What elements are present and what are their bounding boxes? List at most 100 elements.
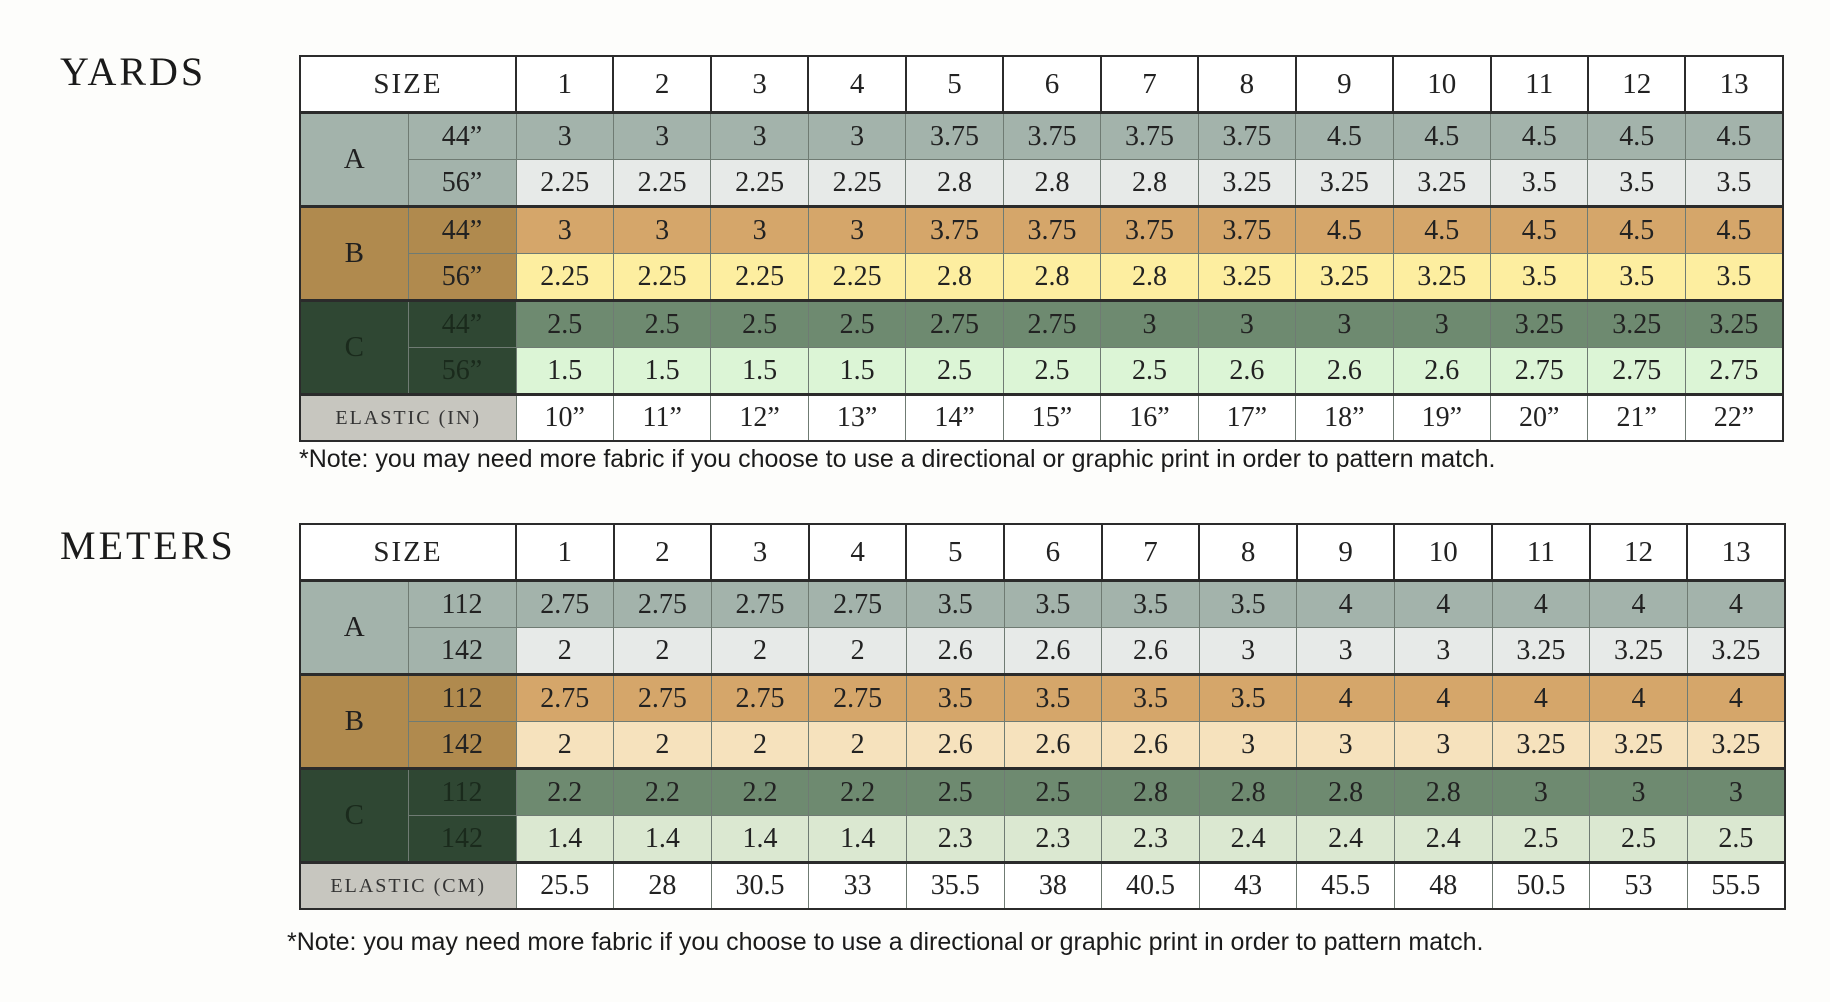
table-row: A 44” 3 3 3 3 3.75 3.75 3.75 3.75 4.5 4.5 4.5 4.5 4.5	[299, 111, 1784, 207]
fabric-amount-cell: 3	[1295, 299, 1394, 348]
fabric-amount-cell: 3.5	[905, 579, 1005, 628]
fabric-amount-cell: 2	[808, 721, 907, 769]
table-row: 56” 2.25 2.25 2.25 2.25 2.8 2.8 2.8 3.25 3.25 3.25…	[300, 253, 1784, 301]
fabric-amount-cell: 2.2	[515, 767, 615, 816]
fabric-amount-cell: 2.25	[515, 253, 614, 301]
fabric-amount-cell: 4	[1296, 579, 1395, 628]
size-column-header: 13	[1686, 523, 1786, 582]
fabric-width-label: 112	[407, 673, 517, 722]
fabric-amount-cell: 4	[1589, 579, 1688, 628]
fabric-amount-cell: 3.25	[1392, 159, 1492, 207]
fabric-amount-cell: 3.5	[1490, 159, 1589, 207]
view-group-label: B	[299, 205, 409, 301]
fabric-amount-cell: 3	[1491, 767, 1591, 816]
size-column-header: 8	[1198, 523, 1298, 582]
fabric-width-label: 112	[407, 579, 517, 628]
fabric-amount-cell: 1.5	[807, 347, 907, 395]
fabric-amount-cell: 1.4	[613, 815, 712, 863]
fabric-amount-cell: 4.5	[1295, 205, 1394, 254]
yards-size-chart: SIZE 1 2 3 4 5 6 7 8 9 10 11 12 13 A 44” 3 3 3 3 3.75 3.75 3.7…	[299, 55, 1784, 442]
fabric-amount-cell: 2	[710, 627, 810, 675]
fabric-amount-cell: 2	[515, 721, 615, 769]
size-column-header: 6	[1002, 55, 1102, 114]
size-column-header: 1	[515, 523, 615, 582]
fabric-width-label: 56”	[407, 253, 517, 301]
fabric-amount-cell: 2.25	[612, 159, 712, 207]
size-column-header: 8	[1197, 55, 1297, 114]
fabric-amount-cell: 4	[1686, 673, 1786, 722]
fabric-amount-cell: 2.8	[1296, 767, 1395, 816]
fabric-amount-cell: 2.6	[1101, 627, 1200, 675]
size-column-header: 2	[612, 55, 712, 114]
elastic-length-cell: 13”	[807, 393, 907, 442]
size-column-header: 3	[709, 55, 810, 114]
fabric-amount-cell: 2.25	[612, 253, 712, 301]
fabric-amount-cell: 3.5	[1003, 673, 1103, 722]
meters-size-chart: SIZE 1 2 3 4 5 6 7 8 9 10 11 12 13 A 112 2.75 2.75 2.75 2.7…	[299, 523, 1786, 910]
fabric-amount-cell: 2.5	[1491, 815, 1591, 863]
elastic-length-cell: 18”	[1295, 393, 1394, 442]
fabric-amount-cell: 4.5	[1392, 111, 1492, 160]
fabric-amount-cell: 1.5	[710, 347, 809, 395]
fabric-amount-cell: 2.75	[1684, 347, 1784, 395]
fabric-amount-cell: 2.75	[710, 579, 810, 628]
fabric-amount-cell: 2.4	[1296, 815, 1395, 863]
fabric-amount-cell: 3	[1686, 767, 1786, 816]
fabric-amount-cell: 2.4	[1393, 815, 1493, 863]
fabric-amount-cell: 4.5	[1490, 205, 1589, 254]
fabric-amount-cell: 4	[1296, 673, 1395, 722]
size-header: SIZE	[299, 523, 517, 582]
fabric-amount-cell: 3.25	[1491, 627, 1591, 675]
size-column-header: 9	[1294, 55, 1395, 114]
fabric-amount-cell: 2.5	[1589, 815, 1688, 863]
fabric-amount-cell: 2.75	[710, 673, 810, 722]
elastic-length-cell: 11”	[612, 393, 712, 442]
size-column-header: 1	[514, 55, 615, 114]
view-group-label: A	[299, 579, 409, 675]
fabric-amount-cell: 3.5	[1003, 579, 1103, 628]
fabric-amount-cell: 3	[710, 111, 809, 160]
fabric-amount-cell: 3	[1393, 627, 1493, 675]
elastic-length-cell: 40.5	[1101, 861, 1200, 910]
fabric-amount-cell: 3.5	[1101, 673, 1200, 722]
fabric-amount-cell: 3.25	[1295, 159, 1394, 207]
fabric-amount-cell: 2.6	[905, 627, 1005, 675]
fabric-amount-cell: 3.25	[1686, 721, 1786, 769]
fabric-amount-cell: 2.6	[1392, 347, 1492, 395]
fabric-amount-cell: 1.5	[515, 347, 614, 395]
table-row: C 112 2.2 2.2 2.2 2.2 2.5 2.5 2.8 2.8 2.8 2.8 3 3 3	[299, 767, 1786, 863]
fabric-amount-cell: 2	[808, 627, 907, 675]
fabric-width-label: 44”	[407, 111, 517, 160]
fabric-width-label: 56”	[407, 347, 517, 395]
fabric-amount-cell: 2.75	[613, 579, 712, 628]
elastic-row: ELASTIC (IN) 10” 11” 12” 13” 14” 15” 16” 17” 18” 1…	[299, 393, 1784, 442]
fabric-amount-cell: 2.6	[1101, 721, 1200, 769]
size-column-header: 12	[1588, 523, 1689, 582]
fabric-amount-cell: 2.25	[710, 253, 809, 301]
fabric-amount-cell: 3	[1393, 721, 1493, 769]
view-group-label: C	[299, 299, 409, 395]
elastic-label: ELASTIC (CM)	[299, 861, 517, 910]
elastic-length-cell: 50.5	[1491, 861, 1591, 910]
header-row: SIZE 1 2 3 4 5 6 7 8 9 10 11 12 13	[299, 523, 1786, 582]
fabric-amount-cell: 2.4	[1198, 815, 1298, 863]
size-column-header: 5	[905, 523, 1006, 582]
fabric-amount-cell: 2.25	[710, 159, 809, 207]
table-row: 142 2 2 2 2 2.6 2.6 2.6 3 3 3 3.25 3.25 3.25	[300, 721, 1786, 769]
elastic-length-cell: 25.5	[515, 861, 615, 910]
fabric-amount-cell: 4.5	[1295, 111, 1394, 160]
table-row: B 44” 3 3 3 3 3.75 3.75 3.75 3.75 4.5 4.5 4.5 4.5 4.5	[299, 205, 1784, 301]
size-column-header: 5	[904, 55, 1005, 114]
fabric-amount-cell: 3	[807, 111, 907, 160]
fabric-amount-cell: 3	[710, 205, 809, 254]
fabric-amount-cell: 2.75	[515, 673, 615, 722]
size-column-header: 7	[1099, 55, 1200, 114]
fabric-amount-cell: 2	[613, 721, 712, 769]
elastic-length-cell: 15”	[1002, 393, 1102, 442]
size-column-header: 13	[1684, 55, 1784, 114]
fabric-amount-cell: 2.8	[1101, 767, 1200, 816]
fabric-amount-cell: 2.5	[1002, 347, 1102, 395]
fabric-amount-cell: 2.75	[515, 579, 615, 628]
table-row: 56” 1.5 1.5 1.5 1.5 2.5 2.5 2.5 2.6 2.6 2.6 2.75 2.7…	[300, 347, 1784, 395]
fabric-amount-cell: 3	[1198, 627, 1298, 675]
